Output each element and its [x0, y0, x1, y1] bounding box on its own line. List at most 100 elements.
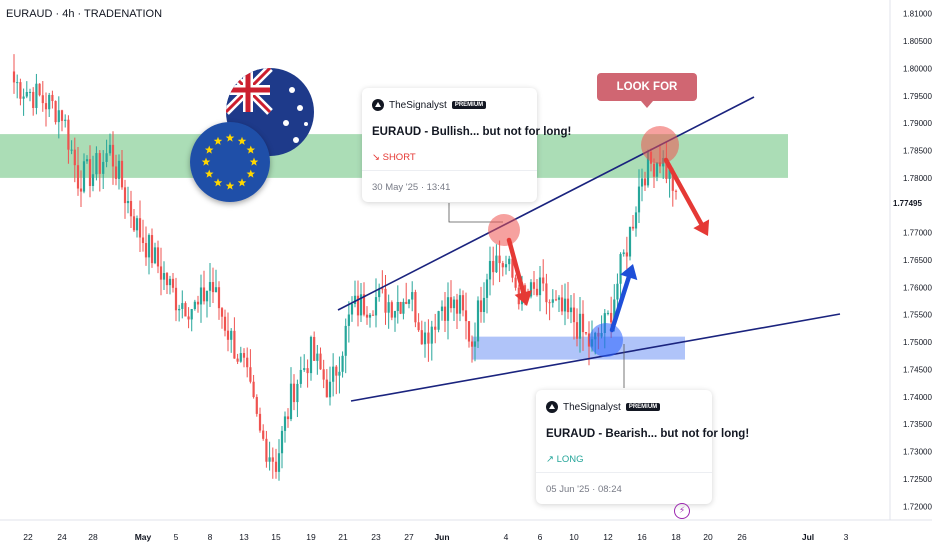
y-tick-label: 1.76000: [903, 283, 932, 292]
candle-body: [482, 297, 486, 313]
x-tick-label: 27: [404, 532, 414, 542]
candle-body: [211, 282, 215, 293]
short-arrow-shaft: [663, 157, 704, 226]
long-arrow-icon: ↗: [546, 454, 554, 465]
candle-body: [420, 330, 423, 345]
y-axis: 1.81000 1.80500 1.80000 1.79500 1.79000 1.785…: [903, 10, 932, 512]
candle-body: [646, 151, 650, 186]
candle-body: [236, 358, 239, 362]
candle-body: [25, 91, 28, 97]
idea-direction: ↗ LONG: [546, 454, 584, 465]
candle-body: [350, 303, 354, 315]
candle-body: [280, 430, 284, 454]
candle-body: [434, 326, 437, 330]
candle-body: [572, 307, 576, 323]
candle-body: [184, 303, 187, 317]
candle-body: [123, 187, 127, 204]
y-tick-label: 1.74500: [903, 365, 932, 374]
candle-body: [249, 367, 252, 382]
eu-star-icon: [249, 157, 259, 166]
candle-body: [374, 297, 378, 316]
y-tick-label: 1.80500: [903, 37, 932, 46]
idea-direction: ↘ SHORT: [372, 152, 416, 163]
candle-body: [625, 252, 628, 257]
candle-body: [223, 316, 227, 331]
idea-date: 30 May '25 · 13:41: [372, 182, 451, 193]
candle-body: [111, 144, 115, 167]
symbol-header[interactable]: EURAUD · 4h · TRADENATION: [6, 8, 163, 20]
candle-body: [325, 379, 328, 398]
x-tick-label: 20: [703, 532, 713, 542]
candle-body: [390, 302, 393, 318]
candle-body: [255, 397, 258, 414]
candle-body: [306, 368, 309, 374]
candle-body: [70, 149, 73, 151]
candle-body: [105, 153, 108, 162]
candle-body: [44, 103, 48, 110]
candle-body: [274, 461, 278, 472]
candle-body: [458, 295, 462, 314]
candle-body: [117, 160, 121, 179]
candle-body: [277, 453, 281, 472]
candle-body: [174, 287, 178, 311]
candle-body: [467, 321, 471, 342]
y-tick-label: 1.78000: [903, 174, 932, 183]
candle-body: [359, 294, 363, 316]
candle-body: [575, 322, 579, 339]
candle-body: [129, 200, 133, 217]
idea-author[interactable]: TheSignalyst PREMIUM: [372, 99, 487, 111]
short-arrow-shaft: [506, 237, 526, 295]
x-tick-label: Jun: [434, 532, 449, 542]
candle-body: [655, 162, 659, 177]
candle-body: [178, 308, 181, 311]
candle-body: [610, 312, 613, 323]
short-arrow-head: [693, 219, 710, 236]
candle-body: [508, 258, 511, 265]
candle-body: [381, 288, 384, 290]
candle-body: [498, 255, 501, 264]
eu-star-icon: [246, 145, 256, 154]
idea-author[interactable]: TheSignalyst PREMIUM: [546, 401, 661, 413]
candle-body: [479, 300, 483, 313]
candle-body: [67, 119, 70, 150]
idea-card-long[interactable]: TheSignalyst PREMIUM EURAUD - Bearish...…: [536, 390, 749, 504]
candle-body: [193, 301, 196, 310]
candle-body: [631, 226, 635, 229]
candle-body: [147, 235, 151, 258]
idea-title: EURAUD - Bullish... but not for long!: [372, 126, 572, 138]
australia-flag: [226, 68, 314, 156]
candle-body: [252, 381, 255, 398]
candle-body: [208, 282, 212, 291]
candle-body: [230, 330, 233, 340]
candle-body: [187, 316, 190, 320]
candle-body: [529, 282, 533, 297]
x-tick-label: 5: [174, 532, 179, 542]
eu-star-icon: [201, 157, 211, 166]
idea-card-short[interactable]: TheSignalyst PREMIUM EURAUD - Bullish...…: [362, 88, 571, 202]
x-tick-label: 26: [737, 532, 747, 542]
candle-body: [619, 254, 622, 284]
candle-body: [57, 110, 60, 123]
candle-body: [551, 299, 554, 303]
candle-body: [563, 298, 567, 312]
lightning-icon[interactable]: ⚡: [674, 503, 690, 519]
x-tick-label: 10: [569, 532, 579, 542]
candle-body: [54, 101, 57, 123]
candle-body: [76, 165, 80, 189]
y-tick-label: 1.79000: [903, 119, 932, 128]
x-tick-label: May: [135, 532, 152, 542]
candle-body: [554, 299, 558, 301]
candle-body: [356, 295, 360, 316]
candle-body: [135, 218, 139, 231]
candle-body: [162, 273, 166, 280]
candle-body: [427, 332, 430, 344]
candle-body: [430, 326, 433, 344]
candle-body: [396, 301, 399, 312]
candle-body: [414, 292, 417, 323]
candle-body: [322, 369, 325, 380]
candle-body: [344, 325, 347, 356]
candle-body: [634, 212, 638, 229]
candle-body: [242, 353, 246, 358]
